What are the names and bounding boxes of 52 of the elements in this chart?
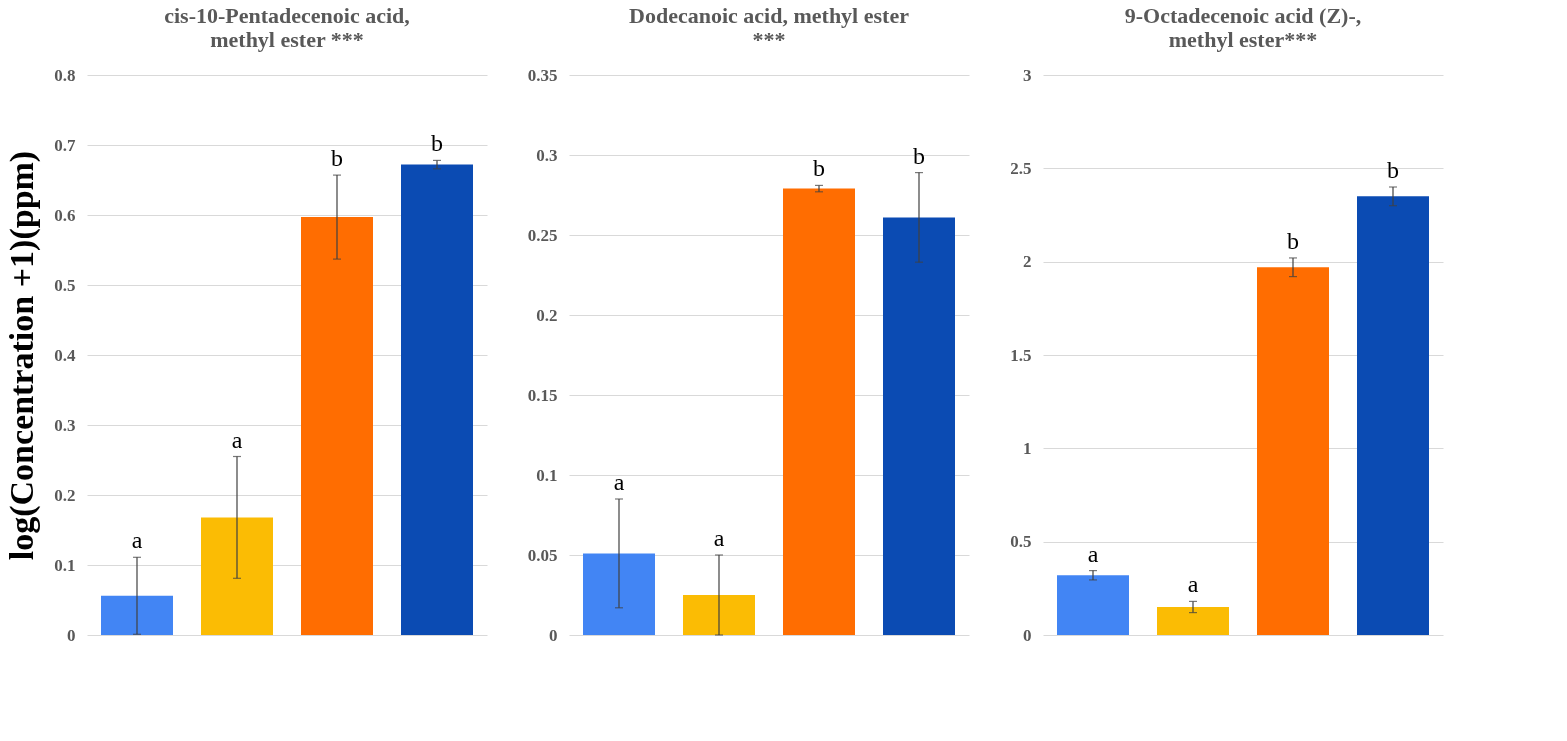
y-tick-label: 0.6 [54, 205, 76, 225]
data-label: b [913, 142, 925, 169]
bar [301, 217, 373, 635]
y-tick-label: 0.4 [54, 345, 76, 365]
y-tick-label: 0.7 [54, 135, 76, 155]
data-label: b [431, 130, 443, 157]
bar [1357, 196, 1429, 635]
bar [683, 595, 755, 635]
y-tick-label: 0.1 [536, 465, 558, 485]
chart-title: cis-10-Pentadecenoic acid, methyl ester *** [164, 3, 410, 52]
bar [783, 188, 855, 635]
y-tick-label: 0 [67, 625, 76, 645]
bar [401, 164, 473, 635]
bar [101, 595, 173, 635]
y-axis-title: log(Concentration +1)(ppm) [3, 150, 42, 561]
y-tick-label: 1 [1023, 438, 1032, 458]
data-label: b [1387, 157, 1399, 183]
y-tick-label: 0.2 [536, 305, 558, 325]
y-tick-label: 2.5 [1010, 158, 1032, 178]
y-tick-label: 0.05 [527, 545, 558, 565]
y-tick-label: 3 [1023, 65, 1032, 85]
y-tick-label: 1.5 [1010, 345, 1032, 365]
data-label: a [231, 426, 243, 453]
y-tick-label: 0.3 [536, 145, 558, 165]
y-tick-label: 0.2 [54, 485, 76, 505]
chart-title: 9-Octadecenoic acid (Z)-, methyl ester*** [1124, 3, 1362, 52]
data-label: b [813, 155, 825, 182]
y-tick-label: 0.3 [54, 415, 76, 435]
y-tick-label: 0.25 [527, 225, 558, 245]
data-label: a [1187, 571, 1199, 598]
data-label: a [713, 525, 725, 551]
bar [201, 517, 273, 635]
data-label: a [613, 469, 625, 495]
bar [1257, 267, 1329, 635]
bar [1057, 575, 1129, 635]
y-tick-label: 0 [1023, 625, 1032, 645]
bar [883, 217, 955, 635]
y-tick-label: 0.35 [527, 65, 558, 85]
y-tick-label: 0.5 [54, 275, 76, 295]
data-label: b [331, 145, 343, 172]
y-tick-label: 0 [549, 625, 558, 645]
y-tick-label: 0.8 [54, 65, 76, 85]
y-tick-label: 2 [1023, 252, 1032, 272]
y-tick-label: 0.15 [527, 385, 558, 405]
y-tick-label: 0.1 [54, 555, 76, 575]
data-label: b [1287, 227, 1299, 254]
bar [1157, 607, 1229, 635]
chart-title: Dodecanoic acid, methyl ester *** [629, 3, 910, 52]
data-label: a [1087, 540, 1099, 567]
bar [583, 553, 655, 635]
y-tick-label: 0.5 [1010, 532, 1032, 552]
data-label: a [131, 527, 143, 554]
